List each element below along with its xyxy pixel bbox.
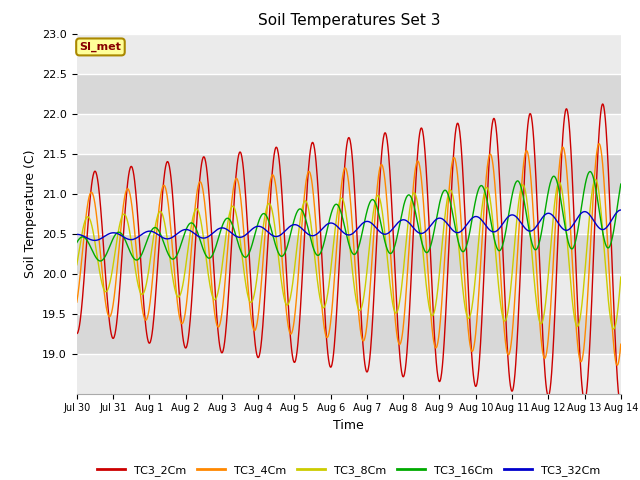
TC3_8Cm	[504, 307, 512, 313]
TC3_4Cm	[180, 314, 188, 320]
Bar	[77, 34, 621, 73]
TC3_4Cm	[194, 185, 202, 191]
Line: TC3_16Cm: TC3_16Cm	[77, 171, 621, 261]
Line: TC3_4Cm: TC3_4Cm	[77, 144, 621, 365]
Bar	[77, 193, 621, 234]
TC3_32Cm	[195, 233, 202, 239]
TC3_16Cm	[181, 230, 189, 236]
TC3_2Cm	[433, 368, 441, 373]
TC3_2Cm	[552, 280, 560, 286]
TC3_4Cm	[595, 141, 603, 146]
TC3_16Cm	[586, 168, 594, 174]
TC3_8Cm	[73, 262, 81, 268]
TC3_2Cm	[504, 359, 512, 364]
TC3_16Cm	[73, 240, 81, 245]
TC3_8Cm	[194, 207, 202, 213]
Bar	[77, 313, 621, 354]
TC3_32Cm	[91, 238, 99, 243]
TC3_32Cm	[505, 214, 513, 219]
TC3_32Cm	[434, 216, 442, 222]
TC3_2Cm	[255, 354, 262, 360]
TC3_32Cm	[181, 227, 189, 232]
TC3_16Cm	[553, 177, 561, 183]
TC3_8Cm	[610, 326, 618, 332]
TC3_16Cm	[505, 213, 513, 218]
TC3_8Cm	[591, 177, 599, 182]
TC3_2Cm	[180, 343, 188, 349]
Bar	[77, 274, 621, 313]
X-axis label: Time: Time	[333, 419, 364, 432]
TC3_16Cm	[97, 258, 104, 264]
TC3_4Cm	[255, 309, 262, 315]
Y-axis label: Soil Temperature (C): Soil Temperature (C)	[24, 149, 36, 278]
TC3_2Cm	[73, 331, 81, 336]
Line: TC3_2Cm: TC3_2Cm	[77, 104, 621, 406]
Bar	[77, 73, 621, 114]
TC3_8Cm	[255, 262, 262, 267]
TC3_4Cm	[617, 341, 625, 347]
TC3_16Cm	[617, 181, 625, 187]
Bar	[77, 154, 621, 193]
Bar	[77, 114, 621, 154]
Line: TC3_8Cm: TC3_8Cm	[77, 180, 621, 329]
TC3_8Cm	[552, 189, 560, 194]
TC3_4Cm	[73, 299, 81, 305]
TC3_4Cm	[433, 343, 441, 349]
TC3_2Cm	[194, 202, 202, 207]
TC3_8Cm	[617, 274, 625, 280]
TC3_32Cm	[617, 207, 625, 213]
TC3_4Cm	[504, 352, 512, 358]
TC3_2Cm	[617, 403, 625, 408]
TC3_8Cm	[433, 292, 441, 298]
TC3_32Cm	[73, 231, 81, 237]
TC3_8Cm	[180, 272, 188, 277]
TC3_4Cm	[552, 207, 560, 213]
TC3_16Cm	[255, 217, 263, 223]
Bar	[77, 234, 621, 274]
Legend: TC3_2Cm, TC3_4Cm, TC3_8Cm, TC3_16Cm, TC3_32Cm: TC3_2Cm, TC3_4Cm, TC3_8Cm, TC3_16Cm, TC3…	[93, 460, 605, 480]
TC3_32Cm	[553, 217, 561, 223]
TC3_32Cm	[255, 223, 263, 229]
TC3_16Cm	[434, 210, 442, 216]
Text: SI_met: SI_met	[79, 42, 122, 52]
Title: Soil Temperatures Set 3: Soil Temperatures Set 3	[257, 13, 440, 28]
TC3_16Cm	[195, 231, 202, 237]
TC3_4Cm	[613, 362, 621, 368]
TC3_2Cm	[599, 101, 607, 107]
Line: TC3_32Cm: TC3_32Cm	[77, 210, 621, 240]
